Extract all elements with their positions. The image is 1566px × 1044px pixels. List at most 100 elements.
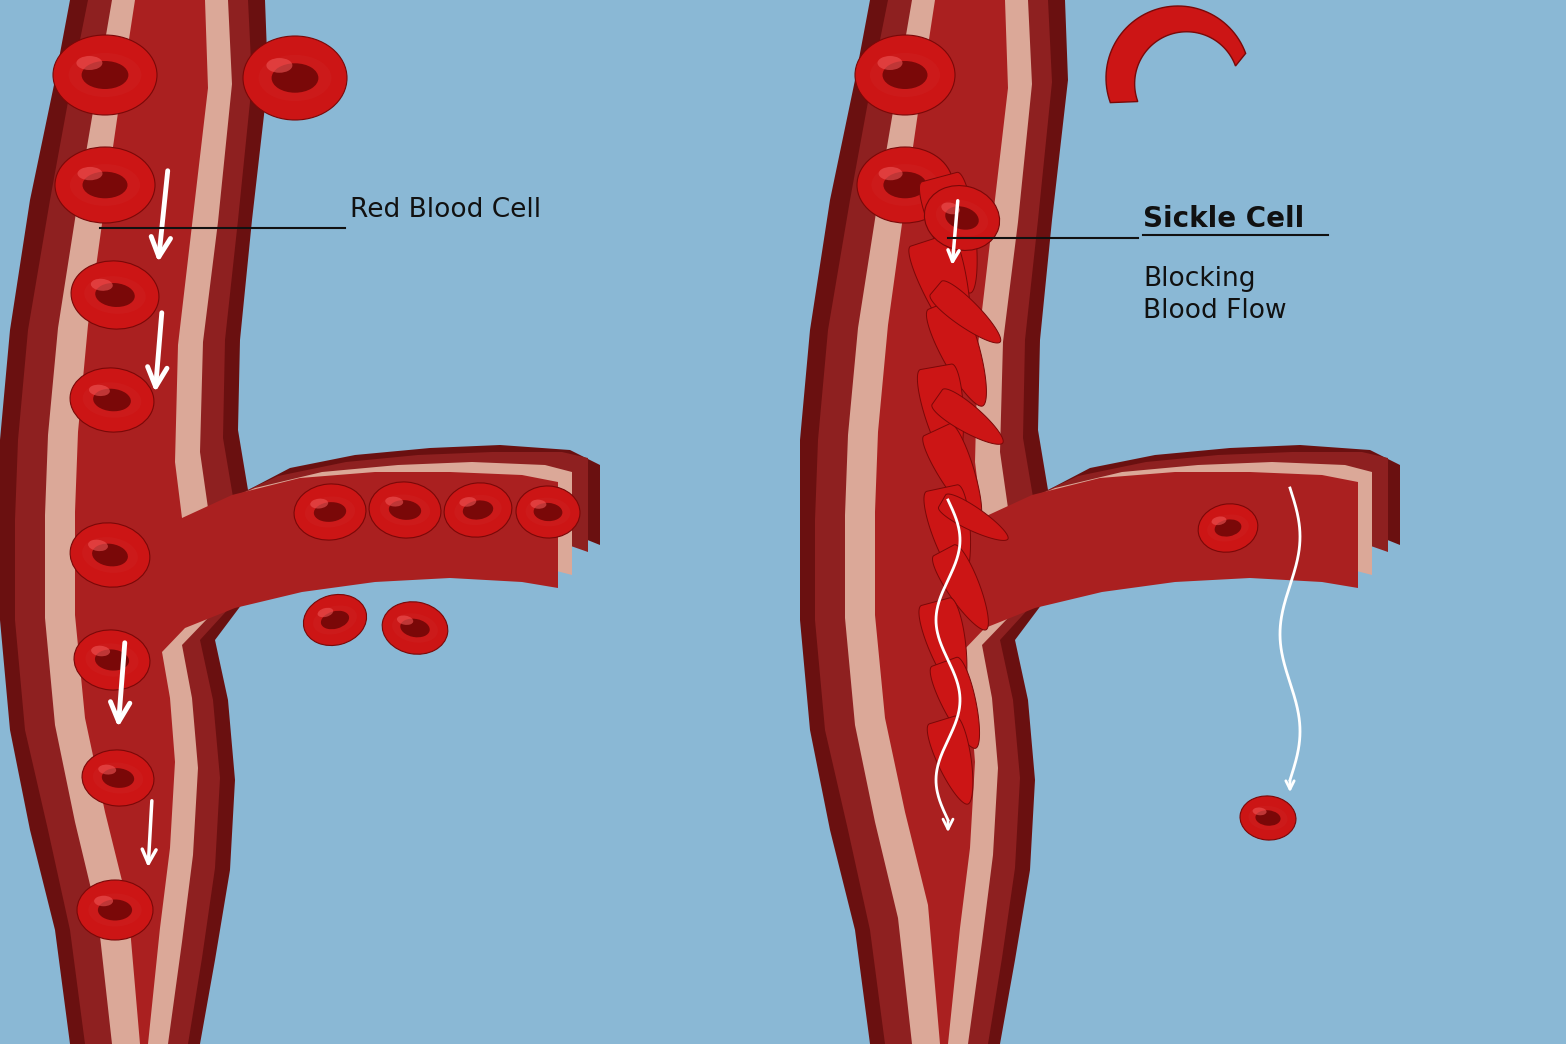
- Polygon shape: [875, 0, 1358, 1044]
- Ellipse shape: [88, 540, 108, 551]
- Ellipse shape: [86, 643, 138, 677]
- Ellipse shape: [70, 164, 139, 206]
- Polygon shape: [927, 299, 987, 406]
- Ellipse shape: [91, 645, 110, 657]
- Ellipse shape: [99, 764, 116, 775]
- Ellipse shape: [396, 616, 413, 625]
- Ellipse shape: [92, 762, 143, 793]
- Ellipse shape: [445, 482, 512, 538]
- Polygon shape: [814, 0, 1387, 1044]
- Ellipse shape: [53, 35, 157, 115]
- Ellipse shape: [304, 594, 366, 645]
- Polygon shape: [919, 172, 977, 293]
- Ellipse shape: [92, 388, 132, 411]
- Ellipse shape: [388, 500, 421, 520]
- Ellipse shape: [305, 497, 355, 527]
- Ellipse shape: [855, 35, 955, 115]
- Ellipse shape: [94, 896, 113, 906]
- Ellipse shape: [92, 544, 128, 567]
- Ellipse shape: [385, 497, 402, 506]
- Text: Sickle Cell: Sickle Cell: [1143, 205, 1304, 233]
- Polygon shape: [0, 0, 600, 1044]
- Ellipse shape: [70, 261, 158, 329]
- Text: Red Blood Cell: Red Blood Cell: [349, 197, 542, 223]
- Polygon shape: [924, 484, 971, 582]
- Polygon shape: [932, 388, 1004, 445]
- Ellipse shape: [883, 61, 927, 89]
- Ellipse shape: [70, 523, 150, 587]
- Ellipse shape: [531, 500, 547, 508]
- Polygon shape: [1106, 6, 1245, 102]
- Ellipse shape: [454, 495, 501, 525]
- Ellipse shape: [1248, 806, 1287, 830]
- Ellipse shape: [936, 199, 988, 236]
- Ellipse shape: [74, 630, 150, 690]
- Ellipse shape: [96, 649, 128, 670]
- Ellipse shape: [77, 167, 102, 181]
- Polygon shape: [927, 716, 972, 804]
- Ellipse shape: [318, 608, 334, 617]
- Ellipse shape: [294, 484, 366, 540]
- Ellipse shape: [310, 499, 329, 508]
- Polygon shape: [919, 598, 966, 694]
- Ellipse shape: [392, 614, 438, 643]
- Ellipse shape: [464, 500, 493, 520]
- Ellipse shape: [81, 538, 138, 573]
- Polygon shape: [75, 0, 557, 1044]
- Ellipse shape: [924, 186, 999, 251]
- Ellipse shape: [83, 171, 127, 198]
- Ellipse shape: [1215, 520, 1242, 537]
- Ellipse shape: [69, 53, 141, 97]
- Ellipse shape: [88, 894, 141, 926]
- Ellipse shape: [526, 498, 570, 526]
- Ellipse shape: [871, 164, 938, 206]
- Ellipse shape: [1198, 504, 1257, 552]
- Ellipse shape: [401, 619, 429, 637]
- Ellipse shape: [70, 367, 153, 432]
- Ellipse shape: [321, 611, 349, 630]
- Polygon shape: [918, 364, 963, 469]
- Ellipse shape: [81, 750, 153, 806]
- Ellipse shape: [370, 482, 442, 538]
- Ellipse shape: [1256, 810, 1281, 826]
- Ellipse shape: [77, 56, 102, 70]
- Ellipse shape: [382, 601, 448, 655]
- Polygon shape: [922, 424, 982, 521]
- Ellipse shape: [883, 171, 927, 198]
- Ellipse shape: [77, 880, 153, 940]
- Ellipse shape: [517, 485, 579, 538]
- Ellipse shape: [313, 502, 346, 522]
- Ellipse shape: [871, 53, 940, 97]
- Ellipse shape: [381, 495, 431, 525]
- Polygon shape: [932, 545, 988, 630]
- Ellipse shape: [266, 58, 293, 73]
- Ellipse shape: [102, 768, 135, 788]
- Ellipse shape: [258, 55, 332, 101]
- Polygon shape: [800, 0, 1400, 1044]
- Ellipse shape: [857, 147, 954, 223]
- Ellipse shape: [243, 35, 348, 120]
- Ellipse shape: [946, 207, 979, 230]
- Ellipse shape: [534, 503, 562, 521]
- Ellipse shape: [1207, 515, 1248, 542]
- Polygon shape: [16, 0, 587, 1044]
- Ellipse shape: [941, 203, 960, 214]
- Ellipse shape: [271, 64, 318, 93]
- Ellipse shape: [1212, 517, 1226, 525]
- Ellipse shape: [459, 497, 476, 506]
- Ellipse shape: [879, 167, 902, 181]
- Ellipse shape: [89, 385, 110, 396]
- Ellipse shape: [85, 277, 146, 314]
- Polygon shape: [938, 494, 1009, 541]
- Ellipse shape: [877, 56, 902, 70]
- Ellipse shape: [55, 147, 155, 223]
- Ellipse shape: [313, 606, 357, 635]
- Ellipse shape: [83, 382, 141, 418]
- Polygon shape: [846, 0, 1372, 1044]
- Ellipse shape: [1253, 807, 1267, 815]
- Ellipse shape: [91, 279, 113, 291]
- Text: Blocking
Blood Flow: Blocking Blood Flow: [1143, 266, 1287, 324]
- Polygon shape: [908, 234, 971, 351]
- Ellipse shape: [1240, 796, 1297, 840]
- Polygon shape: [930, 658, 980, 749]
